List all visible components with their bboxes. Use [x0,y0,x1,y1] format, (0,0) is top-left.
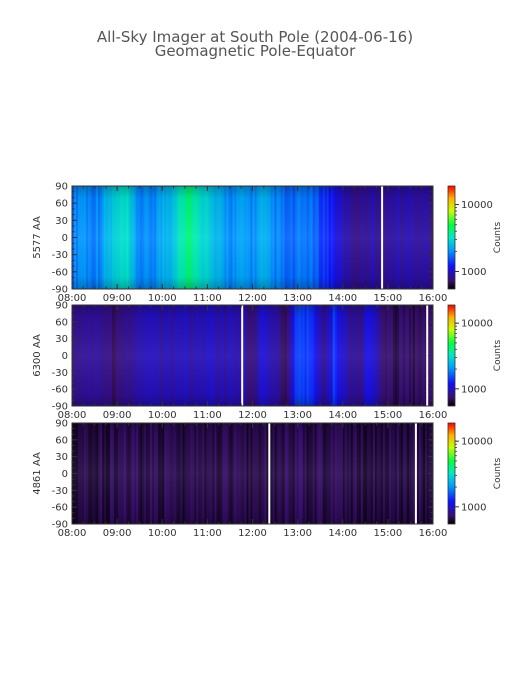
chart-title: All-Sky Imager at South Pole (2004-06-16… [97,28,413,46]
y-tick-label: -30 [52,250,68,261]
heatmap-shading [72,423,433,524]
y-tick-label: 0 [62,351,68,362]
x-tick-label: 09:00 [103,528,132,539]
x-tick-label: 11:00 [193,410,222,421]
colorbar-tick-label: 10000 [461,319,493,330]
x-tick-label: 14:00 [328,293,357,304]
y-tick-label: -90 [52,402,68,413]
data-gap [414,423,417,524]
x-tick-label: 09:00 [103,410,132,421]
chart-subtitle: Geomagnetic Pole-Equator [155,42,356,60]
y-axis-label: 6300 AA [32,334,43,377]
x-tick-label: 09:00 [103,293,132,304]
colorbar-tick-label: 1000 [461,502,486,513]
colorbar-label: Counts [493,457,503,489]
y-tick-label: 30 [55,334,68,345]
x-tick-label: 15:00 [373,293,402,304]
y-tick-label: -30 [52,368,68,379]
y-tick-label: 90 [55,182,68,193]
x-tick-label: 12:00 [238,293,267,304]
x-tick-label: 08:00 [58,293,87,304]
x-tick-label: 13:00 [283,410,312,421]
y-tick-label: -90 [52,520,68,531]
colorbar-label: Counts [493,221,503,253]
data-gap [268,423,271,524]
x-tick-label: 10:00 [148,410,177,421]
x-tick-label: 10:00 [148,528,177,539]
y-tick-label: 60 [55,199,68,210]
x-tick-label: 11:00 [193,528,222,539]
y-tick-label: -30 [52,486,68,497]
y-tick-label: 60 [55,317,68,328]
y-tick-label: -90 [52,285,68,296]
y-tick-label: 0 [62,233,68,244]
y-axis-label: 4861 AA [32,452,43,495]
colorbar [447,185,456,290]
heatmap-shading [72,186,433,289]
y-tick-label: 30 [55,216,68,227]
y-tick-label: 90 [55,301,68,312]
colorbar-tick-label: 10000 [461,200,493,211]
colorbar-label: Counts [493,339,503,371]
x-tick-label: 16:00 [419,293,448,304]
x-tick-label: 08:00 [58,410,87,421]
colorbar-tick-label: 1000 [461,384,486,395]
y-tick-label: 90 [55,419,68,430]
heatmap-shading [72,305,433,406]
x-tick-label: 08:00 [58,528,87,539]
x-tick-label: 15:00 [373,410,402,421]
data-gap [426,305,429,406]
x-tick-label: 16:00 [419,410,448,421]
x-tick-label: 13:00 [283,293,312,304]
colorbar [447,422,456,525]
y-tick-label: -60 [52,503,68,514]
y-tick-label: -60 [52,385,68,396]
y-axis-label: 5577 AA [32,216,43,259]
x-tick-label: 15:00 [373,528,402,539]
data-gap [381,186,384,289]
colorbar-tick-label: 10000 [461,437,493,448]
colorbar [447,304,456,407]
colorbar-tick-label: 1000 [461,267,486,278]
y-tick-label: 30 [55,452,68,463]
x-tick-label: 16:00 [419,528,448,539]
y-tick-label: 60 [55,435,68,446]
x-tick-label: 10:00 [148,293,177,304]
x-tick-label: 12:00 [238,410,267,421]
x-tick-label: 14:00 [328,528,357,539]
data-gap [241,305,244,406]
x-tick-label: 11:00 [193,293,222,304]
x-tick-label: 13:00 [283,528,312,539]
x-tick-label: 14:00 [328,410,357,421]
y-tick-label: -60 [52,267,68,278]
x-tick-label: 12:00 [238,528,267,539]
y-tick-label: 0 [62,469,68,480]
